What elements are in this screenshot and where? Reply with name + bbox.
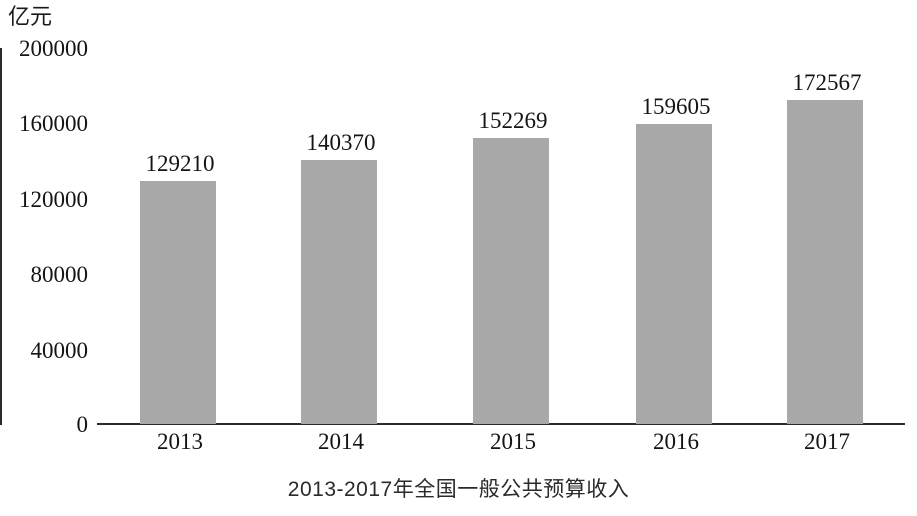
y-tick-label: 200000 [19, 36, 88, 61]
bar-value-label-2017: 172567 [792, 70, 862, 95]
y-tick-label: 40000 [30, 338, 89, 363]
x-tick-label-2014: 2014 [318, 429, 364, 454]
y-tick-label: 0 [76, 412, 89, 437]
y-axis-line [0, 48, 2, 425]
x-tick-label-2016: 2016 [653, 429, 699, 454]
bar-value-label-2016: 159605 [641, 94, 711, 119]
bar-2014 [301, 160, 377, 424]
y-tick-label: 120000 [19, 187, 88, 212]
bar-value-label-2014: 140370 [306, 130, 376, 155]
y-axis-unit-label: 亿元 [8, 4, 53, 29]
x-tick-label-2015: 2015 [490, 429, 536, 454]
plot-area [97, 48, 905, 424]
bar-value-label-2013: 129210 [145, 151, 215, 176]
bar-2017 [787, 100, 863, 424]
bar-2016 [636, 124, 712, 424]
bar-2013 [140, 181, 216, 424]
bar-value-label-2015: 152269 [478, 108, 548, 133]
y-axis-tick-labels: 200000 160000 120000 80000 40000 0 [0, 0, 88, 516]
bar-2015 [473, 138, 549, 424]
x-axis-line [97, 423, 905, 425]
y-tick-label: 80000 [30, 262, 89, 287]
chart-caption: 2013-2017年全国一般公共预算收入 [287, 478, 630, 501]
x-tick-label-2017: 2017 [804, 429, 850, 454]
y-tick-label: 160000 [19, 111, 88, 136]
x-tick-label-2013: 2013 [157, 429, 203, 454]
